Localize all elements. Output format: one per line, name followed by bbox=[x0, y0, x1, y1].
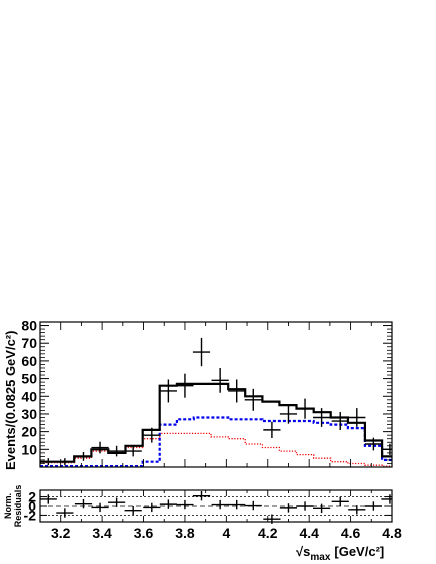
x-axis-title-unit: [GeV/c²] bbox=[334, 544, 384, 559]
residual-point bbox=[124, 506, 142, 516]
residual-point bbox=[313, 503, 331, 514]
residual-point bbox=[56, 508, 74, 518]
y-tick-label: 40 bbox=[21, 388, 37, 404]
residual-y-axis-title: Norm.Residuals bbox=[3, 485, 23, 528]
data-point bbox=[228, 379, 246, 403]
residual-point bbox=[108, 497, 126, 507]
data-point bbox=[192, 337, 211, 367]
data-point bbox=[56, 458, 74, 466]
x-tick-label: 4.4 bbox=[299, 525, 319, 541]
data-point bbox=[331, 412, 349, 431]
x-tick-label: 4 bbox=[222, 525, 230, 541]
residual-point bbox=[263, 514, 281, 524]
data-point bbox=[296, 398, 314, 419]
data-point bbox=[263, 421, 281, 438]
residual-y-tick-label: 2 bbox=[28, 489, 36, 505]
y-axis-title: Events/(0.0825 GeV/c²) bbox=[3, 331, 18, 470]
data-point bbox=[279, 404, 298, 424]
data-point bbox=[244, 388, 262, 411]
x-tick-labels: 3.2 3.4 3.6 3.8 4 4.2 4.4 4.6 4.8 bbox=[51, 525, 402, 541]
y-tick-label: 20 bbox=[21, 424, 37, 440]
residual-point bbox=[211, 499, 229, 510]
y-tick-label: 80 bbox=[21, 318, 37, 334]
main-frame bbox=[39, 321, 393, 468]
data-point bbox=[74, 451, 93, 461]
data-point bbox=[91, 441, 109, 454]
residual-point bbox=[228, 499, 246, 510]
residual-point bbox=[331, 496, 349, 506]
x-tick-label: 4.8 bbox=[382, 525, 402, 541]
residual-point bbox=[381, 494, 392, 504]
residual-point bbox=[176, 499, 194, 510]
data-point bbox=[211, 367, 229, 393]
y-tick-label: 60 bbox=[21, 353, 37, 369]
data-point bbox=[348, 408, 366, 427]
x-tick-label: 3.6 bbox=[134, 525, 154, 541]
x-tick-label: 4.2 bbox=[258, 525, 278, 541]
residual-point bbox=[364, 501, 382, 511]
residual-point bbox=[296, 501, 314, 511]
data-point bbox=[176, 373, 194, 398]
x-tick-label: 3.2 bbox=[51, 525, 71, 541]
residual-point bbox=[91, 502, 109, 513]
residual-point bbox=[159, 499, 177, 509]
data-point bbox=[124, 445, 142, 457]
data-point bbox=[313, 408, 331, 427]
residual-y-tick-label: -2 bbox=[24, 507, 37, 523]
x-axis-title: √smax [GeV/c²] bbox=[296, 544, 384, 563]
data-point bbox=[108, 445, 126, 457]
series-line-solid bbox=[40, 382, 392, 463]
residual-y-tick-label: 0 bbox=[28, 498, 36, 514]
x-axis-title-sub: max bbox=[310, 552, 330, 563]
x-axis-title-main: √s bbox=[296, 544, 310, 559]
data-point bbox=[40, 458, 57, 466]
residual-point bbox=[143, 502, 161, 513]
residual-point bbox=[74, 498, 93, 509]
residual-point bbox=[192, 490, 211, 501]
y-tick-label: 10 bbox=[21, 441, 37, 457]
x-tick-label: 4.6 bbox=[341, 525, 361, 541]
series-line-dashed bbox=[40, 416, 392, 468]
data-point bbox=[364, 437, 382, 451]
residual-point bbox=[348, 505, 366, 515]
data-point bbox=[159, 379, 177, 403]
y-tick-label: 70 bbox=[21, 335, 37, 351]
y-tick-label: 50 bbox=[21, 371, 37, 387]
residual-point bbox=[40, 494, 57, 504]
residual-point bbox=[279, 503, 298, 513]
x-tick-label: 3.4 bbox=[92, 525, 112, 541]
residual-point bbox=[244, 500, 262, 511]
x-tick-label: 3.8 bbox=[175, 525, 195, 541]
data-point bbox=[143, 427, 161, 443]
y-tick-label: 30 bbox=[21, 406, 37, 422]
